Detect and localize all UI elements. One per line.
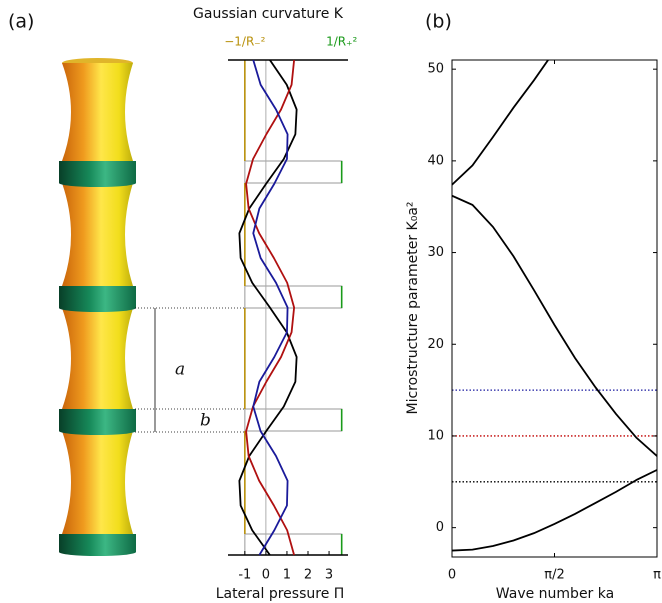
curve [252,59,289,556]
y-tick-label: 0 [436,520,444,535]
band-box [244,160,343,184]
tube-bands [59,161,136,556]
chart-title: Gaussian curvature K [193,6,344,22]
reference-label: −1/R₋² [224,35,265,49]
annotation: b [200,411,211,431]
tube-segment [62,63,133,161]
band-curve [452,469,657,552]
x-tick-label: π [653,568,661,583]
y-tick-label: 40 [427,153,444,168]
tube-segment [62,431,133,534]
x-tick-label: 0 [262,568,270,583]
tube-segment [62,183,133,286]
panel-label: (a) [8,11,34,33]
curve [238,59,298,556]
x-axis-label: Lateral pressure Π [216,586,345,602]
x-tick-label: 2 [304,568,312,583]
y-axis-label: Microstructure parameter K₀a² [405,201,421,414]
tube-segment [62,308,133,409]
x-tick-label: 3 [325,568,333,583]
y-tick-label: 20 [427,337,444,352]
reference-label: 1/R₊² [326,35,357,49]
x-axis-label: Wave number ka [496,586,614,602]
x-tick-label: π/2 [544,568,564,583]
guide-lines [135,307,245,433]
annotation: a [175,360,185,380]
band-curve [452,194,657,457]
curve [245,59,296,556]
y-tick-label: 30 [427,245,444,260]
x-tick-label: 0 [448,568,456,583]
y-tick-label: 50 [427,62,444,77]
x-tick-label: -1 [238,568,251,583]
tube-illustration: a b [59,58,245,556]
panel-label: (b) [425,11,452,33]
x-tick-label: 1 [283,568,291,583]
y-tick-label: 10 [427,428,444,443]
band-curve [452,60,550,186]
